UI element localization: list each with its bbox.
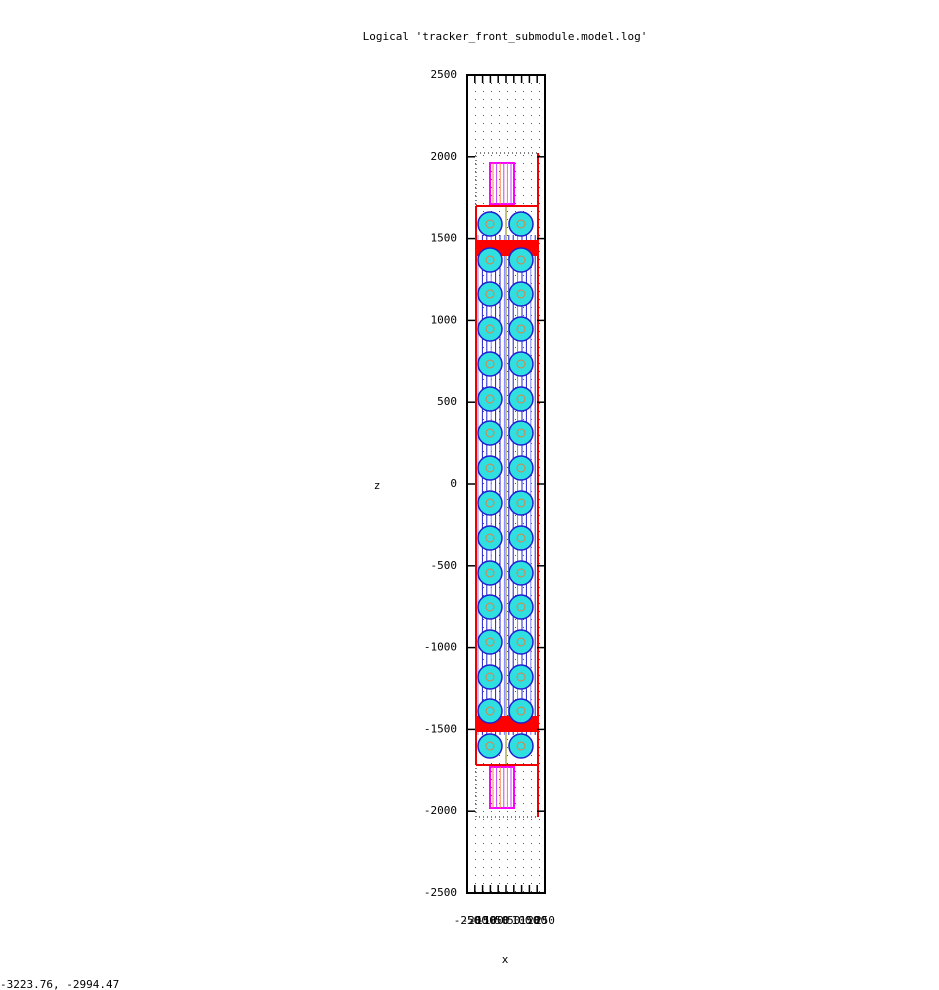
module-core	[485, 289, 495, 299]
module-core	[516, 637, 526, 647]
connector	[489, 766, 515, 809]
module-core	[516, 255, 526, 265]
module-core	[485, 706, 495, 716]
module	[508, 316, 534, 342]
module-core	[516, 428, 526, 438]
x-tick-label: 200	[527, 914, 547, 927]
module	[508, 247, 534, 273]
y-tick-label: 1000	[431, 313, 458, 326]
x-tick-label: -200	[462, 914, 489, 927]
module-core	[485, 672, 495, 682]
module-core	[485, 463, 495, 473]
module	[477, 490, 503, 516]
y-tick-label: 0	[450, 477, 457, 490]
module-core	[516, 602, 526, 612]
module	[477, 629, 503, 655]
x-tick-label: 50	[507, 914, 520, 927]
module	[508, 664, 534, 690]
module-core	[485, 741, 495, 751]
geometry	[467, 75, 545, 893]
y-tick-label: -1500	[424, 722, 457, 735]
module-core	[516, 741, 526, 751]
module-core	[516, 706, 526, 716]
module	[477, 698, 503, 724]
module	[477, 594, 503, 620]
module	[508, 594, 534, 620]
y-tick-label: 2000	[431, 150, 458, 163]
module	[508, 351, 534, 377]
y-tick-label: -500	[431, 559, 458, 572]
y-tick-label: 2500	[431, 68, 458, 81]
module	[508, 420, 534, 446]
module	[508, 698, 534, 724]
module-core	[485, 533, 495, 543]
x-tick-label: -50	[488, 914, 508, 927]
module-core	[485, 394, 495, 404]
module	[477, 211, 503, 237]
module	[508, 525, 534, 551]
connector	[489, 162, 515, 205]
x-tick-label: 100	[512, 914, 532, 927]
module	[508, 281, 534, 307]
y-tick-label: 1500	[431, 232, 458, 245]
module	[508, 455, 534, 481]
module-core	[485, 637, 495, 647]
x-tick-label: -250	[454, 914, 481, 927]
module	[477, 420, 503, 446]
module-core	[516, 394, 526, 404]
module-core	[485, 255, 495, 265]
y-tick-label: 500	[437, 395, 457, 408]
module-core	[516, 463, 526, 473]
module-core	[485, 498, 495, 508]
module-core	[516, 324, 526, 334]
x-axis-label: x	[502, 953, 509, 966]
module	[508, 560, 534, 586]
module	[477, 733, 503, 759]
module-core	[485, 359, 495, 369]
module-core	[516, 219, 526, 229]
module	[477, 281, 503, 307]
chart-title: Logical 'tracker_front_submodule.model.l…	[363, 30, 648, 43]
module-core	[485, 324, 495, 334]
module	[477, 351, 503, 377]
module-core	[485, 568, 495, 578]
module	[508, 490, 534, 516]
module-core	[485, 219, 495, 229]
y-tick-label: -1000	[424, 641, 457, 654]
module-core	[516, 289, 526, 299]
module-core	[516, 568, 526, 578]
x-tick-label: 0	[503, 914, 510, 927]
x-tick-label: 250	[535, 914, 555, 927]
module	[477, 525, 503, 551]
x-tick-label: -100	[477, 914, 504, 927]
module	[477, 316, 503, 342]
module	[508, 629, 534, 655]
module-core	[516, 498, 526, 508]
module	[477, 455, 503, 481]
module-core	[485, 602, 495, 612]
module-core	[516, 672, 526, 682]
y-tick-label: -2500	[424, 886, 457, 899]
module	[508, 733, 534, 759]
module	[477, 560, 503, 586]
y-tick-label: -2000	[424, 804, 457, 817]
module	[477, 664, 503, 690]
module	[477, 247, 503, 273]
module-core	[516, 359, 526, 369]
module	[508, 386, 534, 412]
status-coordinates: -3223.76, -2994.47	[0, 978, 119, 990]
x-tick-label: 150	[519, 914, 539, 927]
module-core	[485, 428, 495, 438]
module	[477, 386, 503, 412]
y-axis-label: z	[374, 479, 381, 492]
module-core	[516, 533, 526, 543]
module	[508, 211, 534, 237]
x-tick-label: -150	[469, 914, 496, 927]
